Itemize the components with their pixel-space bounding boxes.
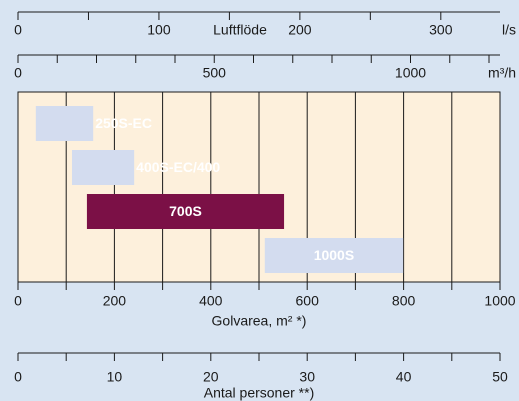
bar-label: 400S-EC/400 — [136, 159, 220, 175]
tick-label: 1000 — [395, 65, 426, 81]
tick-label: 0 — [14, 65, 22, 81]
x-tick-label: 1000 — [484, 293, 515, 309]
axis-label: Luftflöde — [213, 22, 267, 38]
x-tick-label: 0 — [14, 293, 22, 309]
tick-label: 0 — [14, 22, 22, 38]
bar — [264, 238, 404, 273]
tick-label: 300 — [429, 22, 453, 38]
tick-label: 0 — [14, 369, 22, 385]
bar — [71, 150, 135, 185]
bar — [86, 194, 285, 229]
bar — [35, 106, 94, 141]
x-tick-label: 200 — [103, 293, 127, 309]
x-tick-label: 400 — [199, 293, 223, 309]
tick-label: 200 — [288, 22, 312, 38]
axis-label: Antal personer **) — [204, 385, 315, 401]
tick-label: 10 — [107, 369, 123, 385]
bar-label: 1000S — [314, 247, 354, 263]
tick-label: 500 — [203, 65, 227, 81]
x-tick-label: 800 — [392, 293, 416, 309]
axis-unit: l/s — [502, 22, 516, 38]
axis-unit: m³/h — [488, 65, 516, 81]
x-tick-label: 600 — [296, 293, 320, 309]
tick-label: 50 — [492, 369, 508, 385]
tick-label: 30 — [299, 369, 315, 385]
tick-label: 40 — [396, 369, 412, 385]
x-axis-label: Golvarea, m² *) — [212, 313, 307, 329]
bar-label: 250S-EC — [95, 115, 152, 131]
tick-label: 100 — [147, 22, 171, 38]
bar-label: 700S — [169, 203, 202, 219]
tick-label: 20 — [203, 369, 219, 385]
